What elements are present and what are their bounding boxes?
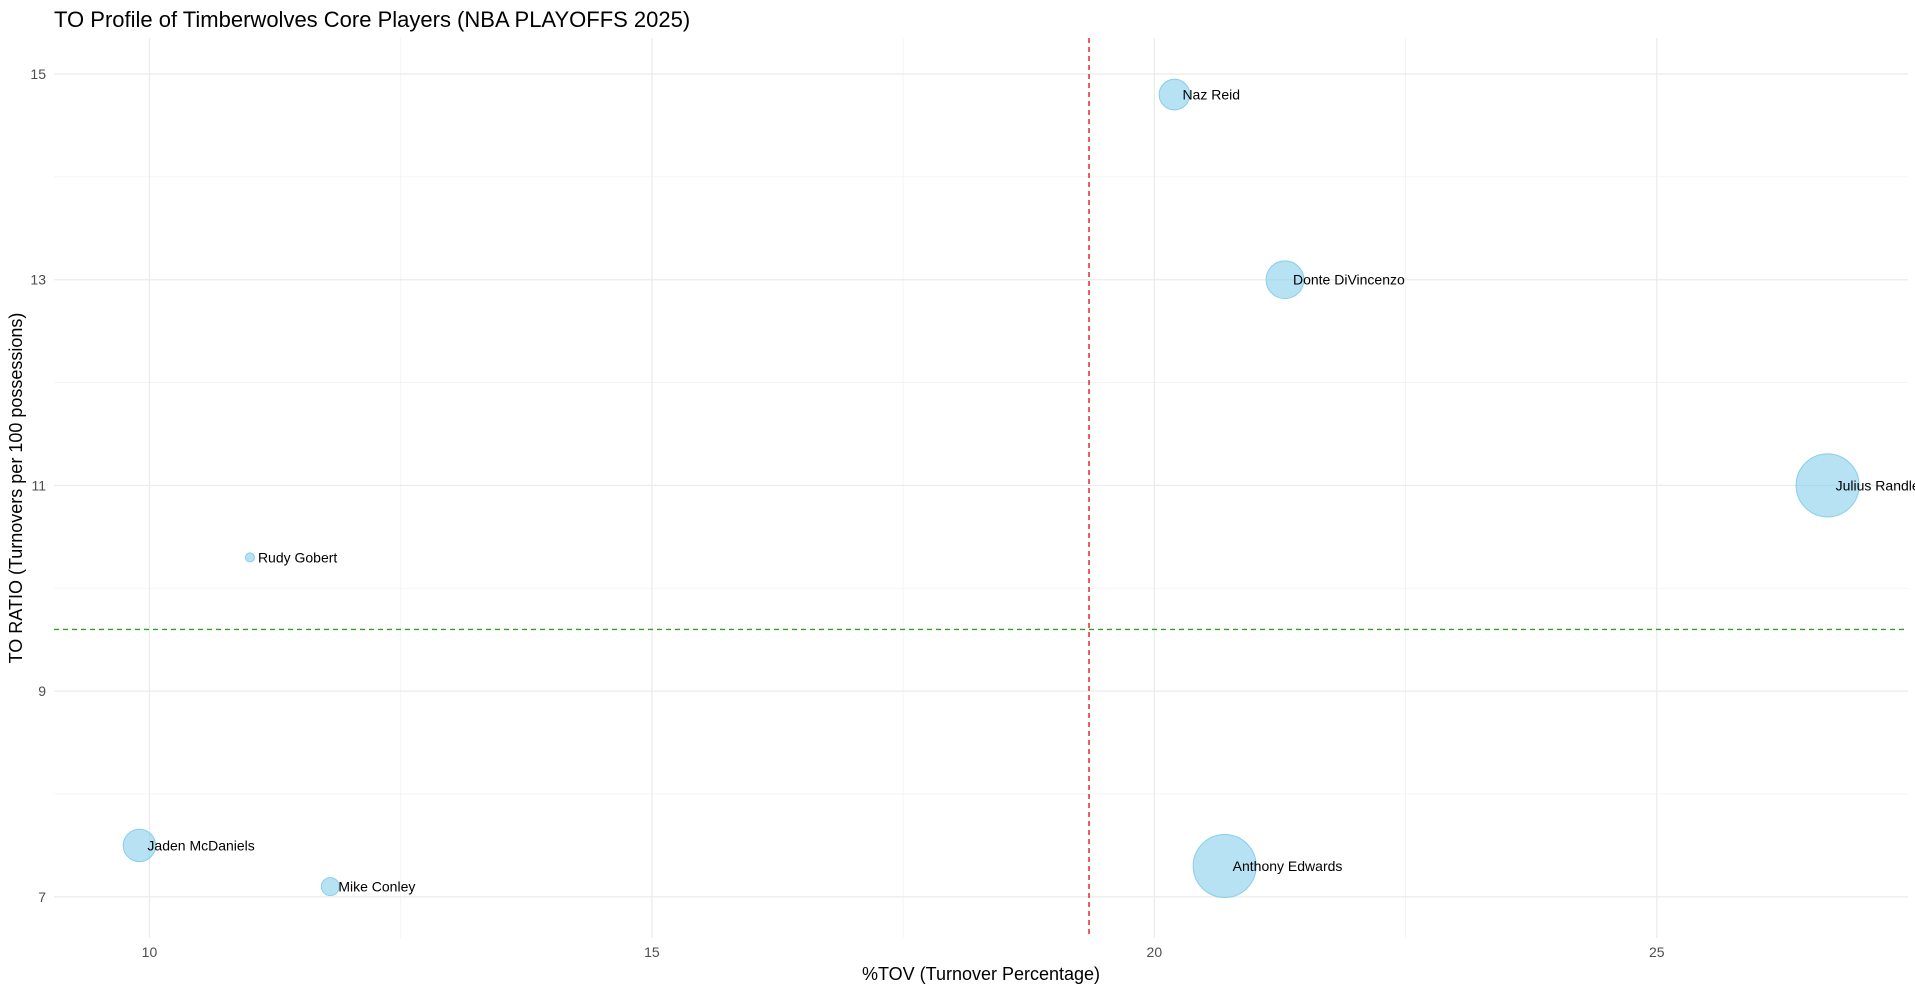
point-label: Donte DiVincenzo [1293,272,1405,288]
data-point [320,877,340,897]
tick-labels-layer: 10 15 20 25 7 9 11 13 15 [30,66,1664,960]
x-tick-label: 10 [142,944,158,960]
x-tick-label: 20 [1147,944,1163,960]
data-point [1192,834,1257,898]
grid-layer [54,38,1908,938]
points-layer [122,78,1860,898]
data-point [1158,78,1191,111]
reference-lines [54,38,1908,938]
y-tick-label: 13 [30,272,46,288]
y-axis-title: TO RATIO (Turnovers per 100 possessions) [6,313,26,664]
chart-title: TO Profile of Timberwolves Core Players … [54,7,690,32]
point-label: Jaden McDaniels [147,837,254,853]
y-tick-label: 15 [30,66,46,82]
data-point [122,828,157,863]
point-label: Julius Randle [1836,477,1915,493]
data-point [1265,260,1305,300]
y-tick-label: 9 [38,683,46,699]
y-tick-label: 7 [38,889,46,905]
point-label: Naz Reid [1182,87,1240,103]
x-tick-label: 25 [1649,944,1665,960]
point-label: Rudy Gobert [258,549,337,565]
data-point [244,552,255,563]
y-tick-label: 11 [31,477,46,493]
data-point [1795,453,1860,518]
point-label: Mike Conley [338,879,415,895]
x-tick-label: 15 [644,944,660,960]
point-label: Anthony Edwards [1233,858,1343,874]
x-axis-title: %TOV (Turnover Percentage) [862,964,1100,984]
point-labels-layer: Naz Reid Donte DiVincenzo Julius Randle Rud… [147,87,1915,895]
